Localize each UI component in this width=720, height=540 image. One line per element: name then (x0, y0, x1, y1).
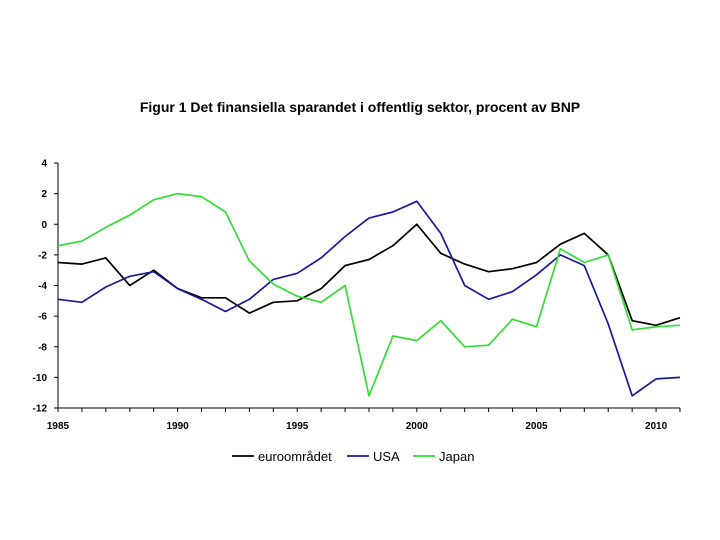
series-line-2 (57, 192, 681, 397)
y-tick-label: 2 (41, 189, 47, 200)
y-tick-label: 0 (41, 220, 47, 231)
y-tick-label: -12 (33, 404, 48, 415)
y-tick-label: 4 (41, 159, 47, 170)
y-tick-label: -8 (38, 342, 47, 353)
legend-label-0: euroområdet (258, 449, 332, 464)
y-tick-label: -10 (33, 373, 48, 384)
x-tick-label: 1985 (47, 421, 70, 432)
legend-label-2: Japan (439, 449, 474, 464)
x-tick-label: 2000 (406, 421, 429, 432)
series-line-0 (57, 223, 681, 327)
legend-label-1: USA (373, 449, 400, 464)
series-line-1 (57, 200, 681, 397)
y-tick-label: -6 (38, 312, 47, 323)
chart-title: Figur 1 Det finansiella sparandet i offe… (139, 99, 581, 115)
x-tick-label: 2010 (645, 421, 668, 432)
y-tick-label: -4 (38, 281, 47, 292)
x-tick-label: 1990 (166, 421, 189, 432)
x-tick-label: 2005 (525, 421, 548, 432)
y-tick-label: -2 (38, 250, 47, 261)
x-tick-label: 1995 (286, 421, 309, 432)
